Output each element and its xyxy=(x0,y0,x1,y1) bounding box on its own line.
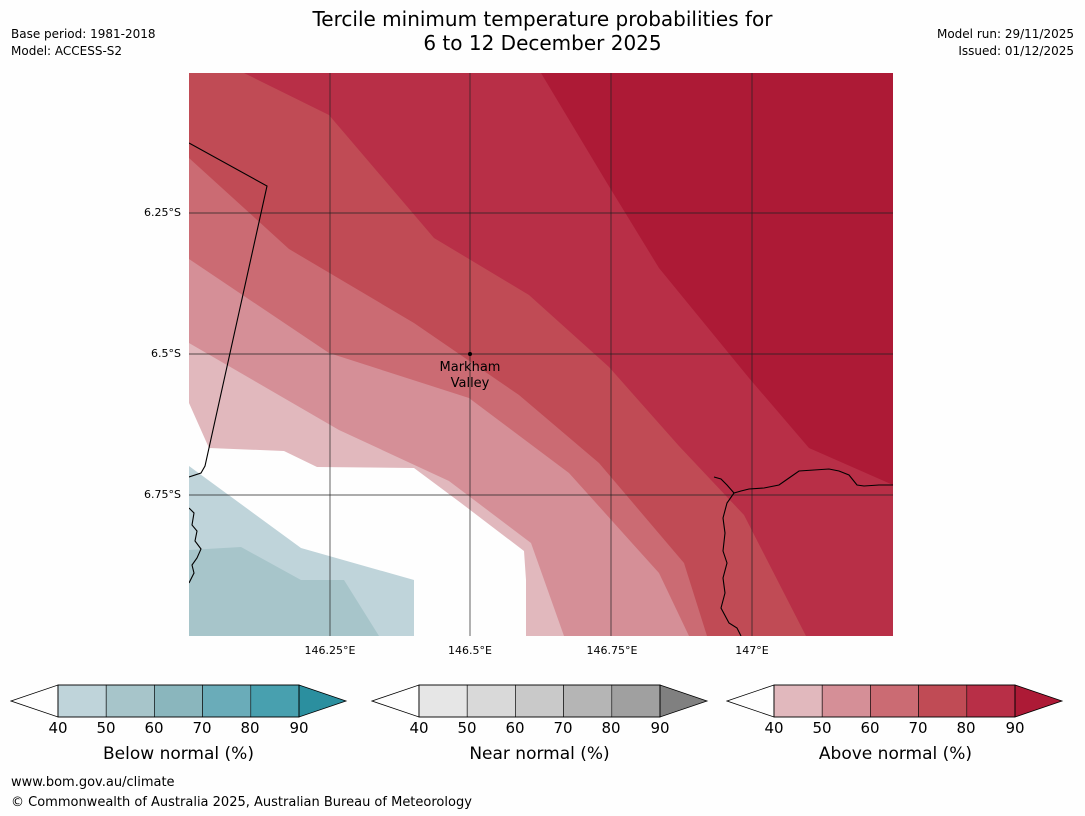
colorbar-above-tick: 70 xyxy=(908,719,928,737)
band-below-50 xyxy=(189,547,379,636)
colorbar-below-tick: 60 xyxy=(144,719,164,737)
lon-label-147: 147°E xyxy=(735,644,769,657)
colorbar-near-cell xyxy=(515,684,564,718)
colorbar-near-upper-extend xyxy=(659,684,709,718)
colorbar-near-tick: 50 xyxy=(457,719,477,737)
colorbar-below-tick: 50 xyxy=(96,719,116,737)
colorbar-above-title: Above normal (%) xyxy=(818,744,973,764)
metadata-left: Base period: 1981-2018 Model: ACCESS-S2 xyxy=(11,26,156,60)
province-border xyxy=(189,142,268,478)
colorbar-below-cell xyxy=(250,684,300,718)
colorbar-above-cell xyxy=(870,684,919,718)
colorbar-above-tick: 60 xyxy=(860,719,880,737)
colorbar-above xyxy=(726,684,1064,718)
colorbar-above-tick: 90 xyxy=(1005,719,1025,737)
lat-label-6-5: 6.5°S xyxy=(151,347,181,360)
coastline-east xyxy=(713,468,893,494)
place-label: Markham Valley xyxy=(425,360,515,392)
colorbar-near-tick: 40 xyxy=(409,719,429,737)
colorbar-above-cell xyxy=(821,684,871,718)
colorbar-near-tick: 70 xyxy=(553,719,573,737)
lon-label-146-5: 146.5°E xyxy=(448,644,492,657)
colorbar-near-cell xyxy=(418,684,468,718)
colorbar-below xyxy=(10,684,348,718)
colorbar-below-outline xyxy=(57,684,300,718)
colorbar-near-tick: 80 xyxy=(601,719,621,737)
lat-label-6-75: 6.75°S xyxy=(144,488,181,501)
title-line-1: Tercile minimum temperature probabilitie… xyxy=(312,7,773,31)
model-name: Model: ACCESS-S2 xyxy=(11,44,123,58)
colorbar-above-tick: 80 xyxy=(956,719,976,737)
colorbar-below-cell xyxy=(154,684,203,718)
colorbar-above-tick: 50 xyxy=(812,719,832,737)
colorbar-above-cell xyxy=(773,684,823,718)
colorbar-below-cell xyxy=(105,684,155,718)
colorbar-near-tick: 60 xyxy=(505,719,525,737)
colorbar-above-lower-extend xyxy=(726,684,775,718)
colorbar-below-lower-extend xyxy=(10,684,59,718)
colorbar-below-title: Below normal (%) xyxy=(103,744,254,764)
colorbar-below-cell xyxy=(57,684,107,718)
footer-url: www.bom.gov.au/climate xyxy=(11,775,175,790)
lon-label-146-75: 146.75°E xyxy=(586,644,638,657)
footer-copyright: © Commonwealth of Australia 2025, Austra… xyxy=(11,795,472,810)
lon-label-146-25: 146.25°E xyxy=(304,644,356,657)
colorbar-near-cell xyxy=(611,684,661,718)
lat-label-6-25: 6.25°S xyxy=(144,206,181,219)
colorbar-above-cell xyxy=(918,684,968,718)
probability-map xyxy=(189,73,893,636)
coastline-peninsula xyxy=(720,492,742,636)
location-marker xyxy=(468,352,472,356)
colorbar-below-upper-extend xyxy=(298,684,348,718)
place-label-line-1: Markham xyxy=(439,360,501,375)
colorbar-near-outline xyxy=(418,684,661,718)
base-period: Base period: 1981-2018 xyxy=(11,27,156,41)
colorbar-near-cell xyxy=(563,684,613,718)
colorbar-near-lower-extend xyxy=(371,684,420,718)
colorbar-below-tick: 40 xyxy=(48,719,68,737)
issued-date: Issued: 01/12/2025 xyxy=(958,44,1074,58)
colorbar-near xyxy=(371,684,709,718)
chart-title: Tercile minimum temperature probabilitie… xyxy=(0,7,1085,55)
metadata-right: Model run: 29/11/2025 Issued: 01/12/2025 xyxy=(937,26,1074,60)
colorbar-below-tick: 80 xyxy=(240,719,260,737)
colorbar-below-cell xyxy=(202,684,252,718)
colorbar-above-upper-extend xyxy=(1014,684,1064,718)
colorbar-above-outline xyxy=(773,684,1016,718)
model-run: Model run: 29/11/2025 xyxy=(936,27,1074,41)
colorbar-near-title: Near normal (%) xyxy=(469,744,610,764)
coastline-west xyxy=(189,507,202,584)
colorbar-below-tick: 70 xyxy=(192,719,212,737)
colorbar-near-cell xyxy=(466,684,516,718)
band-above-90 xyxy=(541,73,893,485)
colorbar-above-tick: 40 xyxy=(764,719,784,737)
colorbar-below-tick: 90 xyxy=(289,719,309,737)
title-line-2: 6 to 12 December 2025 xyxy=(423,31,662,55)
colorbar-near-tick: 90 xyxy=(650,719,670,737)
place-label-line-2: Valley xyxy=(450,376,490,391)
colorbar-above-cell xyxy=(966,684,1016,718)
